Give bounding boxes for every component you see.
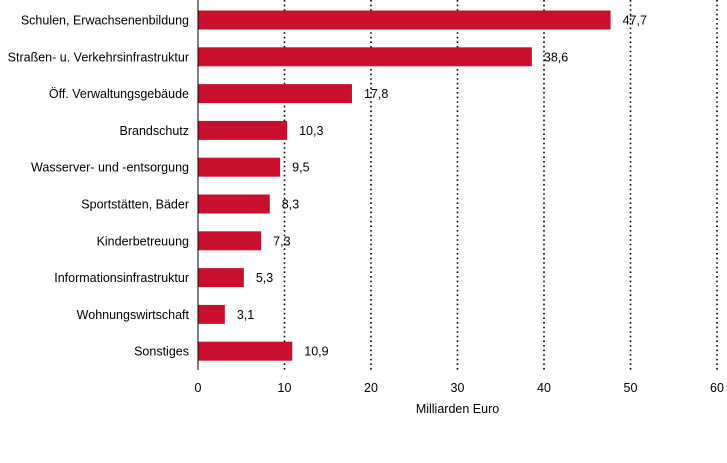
category-label: Schulen, Erwachsenenbildung: [21, 14, 189, 28]
category-label: Sportstätten, Bäder: [81, 198, 189, 212]
category-label: Sonstiges: [134, 345, 189, 359]
bar: [198, 304, 225, 324]
value-label: 8,3: [282, 198, 299, 212]
value-label: 3,1: [237, 308, 254, 322]
x-tick-label: 50: [624, 381, 638, 395]
bar: [198, 10, 611, 30]
x-axis-ticks: 0 10 20 30 40 50 60: [195, 381, 724, 395]
x-tick-label: 20: [364, 381, 378, 395]
bar: [198, 120, 288, 140]
value-label: 5,3: [256, 271, 273, 285]
value-label: 10,9: [304, 345, 328, 359]
value-label: 38,6: [544, 50, 568, 64]
value-label: 47,7: [623, 14, 647, 28]
bar: [198, 268, 244, 288]
bar: [198, 157, 281, 177]
bars: [198, 10, 611, 361]
bar: [198, 84, 352, 104]
x-tick-label: 10: [278, 381, 292, 395]
category-label: Informationsinfrastruktur: [54, 271, 189, 285]
x-tick-label: 30: [451, 381, 465, 395]
value-label: 10,3: [299, 124, 323, 138]
value-label: 17,8: [364, 87, 388, 101]
value-labels: 47,7 38,6 17,8 10,3 9,5 8,3 7,3 5,3 3,1 10,9: [237, 14, 647, 359]
x-axis-title: Milliarden Euro: [416, 402, 499, 416]
bar: [198, 194, 270, 214]
category-label: Öff. Verwaltungsgebäude: [49, 87, 189, 101]
bar: [198, 341, 293, 361]
value-label: 7,3: [273, 234, 290, 248]
category-labels: Schulen, Erwachsenenbildung Straßen- u. V…: [8, 14, 190, 359]
x-tick-label: 0: [195, 381, 202, 395]
category-label: Kinderbetreuung: [97, 234, 189, 248]
x-tick-label: 60: [710, 381, 724, 395]
category-label: Straßen- u. Verkehrsinfrastruktur: [8, 50, 189, 64]
category-label: Wohnungswirtschaft: [77, 308, 190, 322]
x-tick-label: 40: [537, 381, 551, 395]
category-label: Wasserver- und -entsorgung: [31, 161, 189, 175]
bar: [198, 231, 262, 251]
bar: [198, 47, 532, 67]
grid-lines: [283, 0, 718, 370]
value-label: 9,5: [292, 161, 309, 175]
category-label: Brandschutz: [120, 124, 189, 138]
